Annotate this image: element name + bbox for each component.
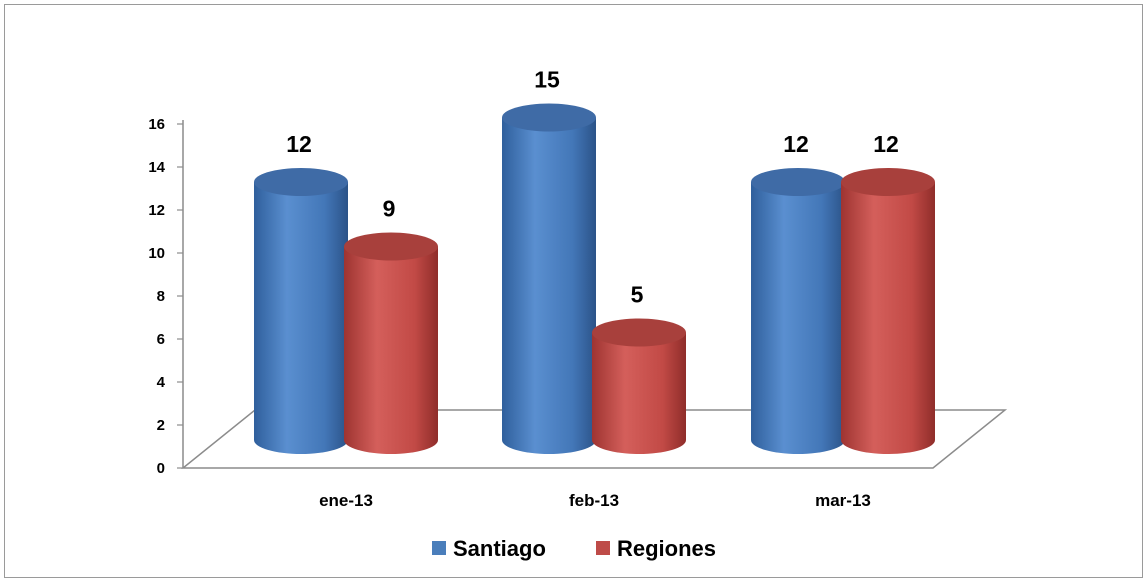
y-tick-label: 8: [157, 288, 165, 305]
category-labels: ene-13 feb-13 mar-13: [319, 491, 871, 510]
data-labels: 12 9 15 5 12 12: [286, 67, 899, 308]
legend-label-regiones: Regiones: [617, 536, 716, 561]
bar-top: [751, 168, 845, 196]
bar-body: [592, 332, 686, 454]
y-tick-label: 10: [148, 245, 165, 262]
category-label: feb-13: [569, 491, 619, 510]
data-label: 15: [534, 67, 560, 93]
bar-body: [841, 182, 935, 454]
bar-body: [254, 182, 348, 454]
y-tick-label: 0: [157, 460, 165, 477]
bars: [254, 103, 935, 454]
legend-label-santiago: Santiago: [453, 536, 546, 561]
bar-top: [344, 232, 438, 261]
data-label: 12: [873, 131, 899, 157]
y-tick-label: 6: [157, 331, 165, 348]
bar-regiones-mar-13: [841, 168, 935, 454]
y-tick-label: 14: [148, 159, 165, 176]
bar-santiago-mar-13: [751, 168, 845, 454]
y-tick-label: 12: [148, 202, 165, 219]
data-label: 12: [783, 131, 809, 157]
bar-body: [344, 246, 438, 454]
bar-top: [254, 168, 348, 196]
y-axis-ticks: 0 2 4 6 8 10 12 14 16: [148, 116, 183, 477]
legend-swatch-regiones: [596, 541, 610, 555]
bar-body: [751, 182, 845, 454]
y-tick-label: 2: [157, 417, 165, 434]
bar-body: [502, 117, 596, 454]
bar-regiones-feb-13: [592, 318, 686, 454]
data-label: 9: [383, 196, 396, 222]
bar-top: [592, 318, 686, 347]
legend-swatch-santiago: [432, 541, 446, 555]
bar-regiones-ene-13: [344, 232, 438, 454]
data-label: 5: [631, 282, 644, 308]
bar-top: [841, 168, 935, 196]
category-label: ene-13: [319, 491, 373, 510]
bar-santiago-ene-13: [254, 168, 348, 454]
bar-santiago-feb-13: [502, 103, 596, 454]
y-tick-label: 16: [148, 116, 165, 133]
bar-top: [502, 103, 596, 132]
category-label: mar-13: [815, 491, 871, 510]
chart-floor: [180, 409, 1008, 469]
legend: Santiago Regiones: [432, 536, 716, 561]
data-label: 12: [286, 131, 312, 157]
y-tick-label: 4: [157, 374, 166, 391]
